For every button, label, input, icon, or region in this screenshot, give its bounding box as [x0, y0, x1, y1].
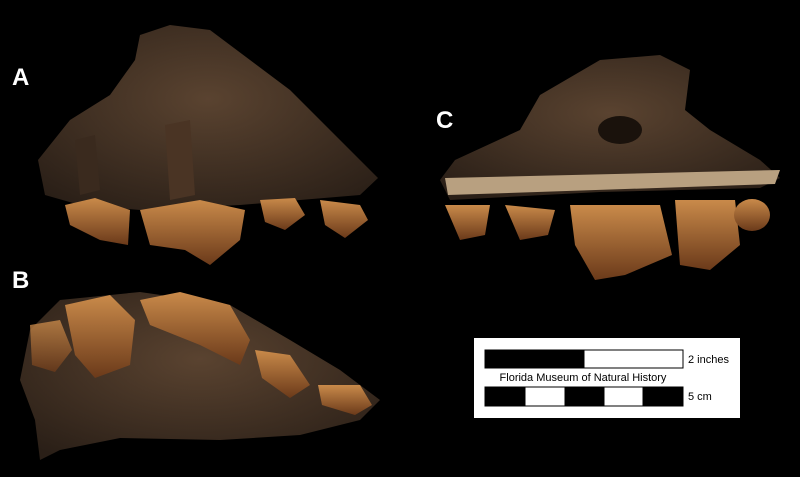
scale-label: 2 inches	[688, 354, 729, 366]
scale-caption: Florida Museum of Natural History	[500, 372, 667, 384]
specimen-c	[440, 55, 780, 280]
scale-segment	[642, 386, 684, 407]
scale-segment	[564, 386, 605, 407]
panel-label: A	[12, 64, 29, 91]
scale-segment	[484, 386, 526, 407]
scale-bar: 2 inches Florida Museum of Natural Histo…	[474, 338, 740, 418]
panel-label: C	[436, 107, 453, 134]
scale-segment	[583, 349, 684, 369]
scale-label: 5 cm	[688, 391, 712, 403]
panel-label: B	[12, 267, 29, 294]
scale-segment	[603, 386, 644, 407]
scale-segment	[484, 349, 585, 369]
scale-segment	[524, 386, 566, 407]
specimen-a	[38, 25, 378, 265]
specimen-b	[20, 292, 380, 460]
